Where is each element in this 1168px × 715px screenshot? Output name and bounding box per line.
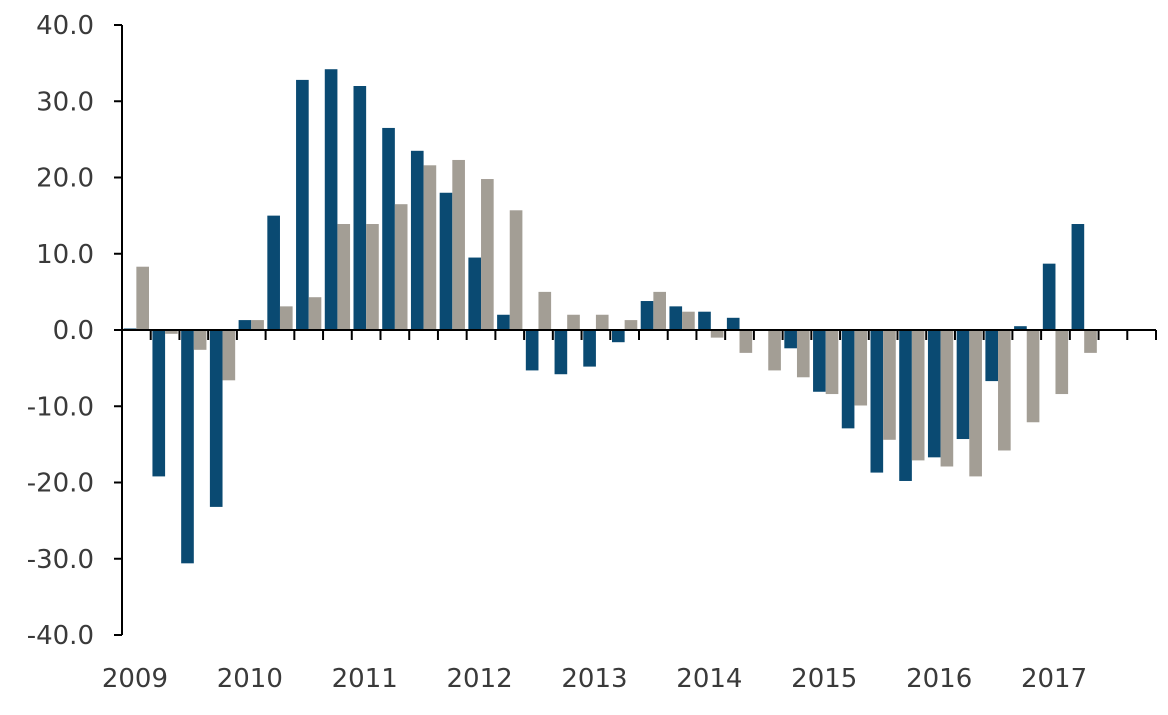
bar-series1-2012-q4 — [554, 330, 568, 375]
bar-series2-2015-q1 — [825, 330, 839, 395]
bar-series1-2012-q2 — [497, 314, 510, 330]
bar-series1-2009-q4 — [209, 330, 223, 507]
bar-series1-2013-q4 — [669, 306, 683, 330]
y-axis: 40.0 30.0 20.0 10.0 0.0 -10.0 -20.0 -30.0 -40.0 — [27, 11, 123, 651]
bar-series1-2016-q2 — [956, 330, 970, 440]
bar-series2-2014-q4 — [796, 330, 810, 378]
bar-series2-2009-q1 — [136, 266, 149, 330]
bar-series1-2015-q2 — [841, 330, 855, 429]
bar-series1-2011-q1 — [353, 86, 367, 330]
bar-series2-2017-q1 — [1055, 330, 1069, 395]
bar-series1-2014-q1 — [698, 311, 711, 330]
bar-series2-2010-q3 — [308, 297, 322, 330]
bar-series2-2016-q2 — [969, 330, 982, 477]
bar-series1-2014-q2 — [726, 317, 740, 330]
bar-series2-2009-q4 — [222, 330, 236, 381]
bar-series1-2015-q1 — [813, 330, 826, 392]
bar-series2-2010-q2 — [279, 306, 293, 330]
x-tick-label: 2013 — [561, 664, 627, 694]
bar-series1-2011-q4 — [439, 192, 453, 330]
bar-series1-2013-q2 — [612, 330, 625, 343]
bar-series1-2010-q3 — [296, 79, 309, 331]
bar-series1-2016-q4 — [1014, 326, 1027, 330]
bar-series1-2012-q3 — [525, 330, 539, 371]
x-tick-label: 2009 — [102, 664, 168, 694]
bar-series2-2013-q3 — [653, 291, 666, 331]
bar-series2-2012-q1 — [481, 179, 494, 330]
y-tick-label: -20.0 — [27, 469, 94, 499]
bar-series1-2012-q1 — [468, 257, 482, 330]
bar-series2-2015-q4 — [911, 330, 925, 461]
bar-series2-2015-q2 — [854, 330, 868, 406]
y-tick-label: 10.0 — [36, 240, 94, 270]
bar-series2-2011-q4 — [452, 159, 465, 330]
y-tick-label: 0.0 — [53, 316, 94, 346]
bar-series2-2009-q3 — [193, 330, 207, 350]
bar-series2-2012-q2 — [509, 210, 523, 330]
bar-series2-2012-q3 — [538, 291, 552, 331]
bar-series1-2010-q1 — [238, 320, 252, 330]
y-tick-label: -30.0 — [27, 545, 94, 575]
y-tick-label: 20.0 — [36, 164, 94, 194]
x-tick-label: 2014 — [676, 664, 742, 694]
bar-series1-2015-q4 — [899, 330, 912, 481]
bar-series2-2010-q1 — [251, 320, 264, 330]
bar-series1-2015-q3 — [870, 330, 884, 473]
y-tick-label: 40.0 — [36, 11, 94, 41]
bar-series1-2016-q3 — [985, 330, 999, 382]
x-tick-label: 2015 — [791, 664, 857, 694]
x-tick-label: 2011 — [332, 664, 398, 694]
y-tick-label: 30.0 — [36, 87, 94, 117]
bar-series1-2010-q2 — [267, 215, 280, 331]
bar-series2-2014-q1 — [710, 330, 724, 338]
bar-series2-2016-q4 — [1026, 330, 1040, 423]
bar-series1-2010-q4 — [324, 69, 338, 330]
bar-series2-2011-q2 — [394, 204, 408, 330]
x-axis: 2009 2010 2011 2012 2013 2014 2015 2016 2017 — [102, 329, 1157, 694]
bar-series1-2013-q1 — [583, 330, 596, 367]
bar-series2-2013-q1 — [595, 314, 609, 330]
bar-series1-2017-q1 — [1042, 263, 1056, 330]
bar-series2-2014-q3 — [768, 330, 781, 371]
bar-series1-2014-q4 — [784, 330, 797, 349]
bar-series1-2017-q2 — [1071, 224, 1085, 330]
bar-series1-2013-q3 — [640, 301, 654, 330]
bar-series2-2016-q3 — [998, 330, 1011, 451]
bar-series2-2011-q1 — [366, 224, 379, 330]
bar-series2-2012-q4 — [567, 314, 580, 330]
x-tick-label: 2017 — [1021, 664, 1087, 694]
bar-series1-2011-q2 — [382, 127, 395, 330]
bar-series1-2009-q2 — [152, 330, 166, 477]
bars — [123, 69, 1097, 564]
bar-series1-2011-q3 — [410, 150, 424, 330]
bar-series2-2017-q2 — [1084, 330, 1097, 353]
y-tick-label: -40.0 — [27, 621, 94, 651]
bar-series2-2015-q3 — [883, 330, 896, 440]
bar-series2-2009-q2 — [165, 330, 178, 334]
bar-series2-2016-q1 — [940, 330, 954, 467]
bar-series2-2013-q2 — [624, 320, 638, 330]
bar-series2-2013-q4 — [682, 311, 695, 330]
x-tick-label: 2010 — [217, 664, 283, 694]
bar-series2-2011-q3 — [423, 165, 437, 330]
bar-series1-2016-q1 — [927, 330, 941, 458]
bar-series2-2014-q2 — [739, 330, 753, 353]
bar-series2-2010-q4 — [337, 224, 351, 330]
y-tick-label: -10.0 — [27, 392, 94, 422]
bar-series1-2009-q3 — [181, 330, 194, 564]
x-tick-label: 2016 — [906, 664, 972, 694]
x-tick-label: 2012 — [447, 664, 513, 694]
